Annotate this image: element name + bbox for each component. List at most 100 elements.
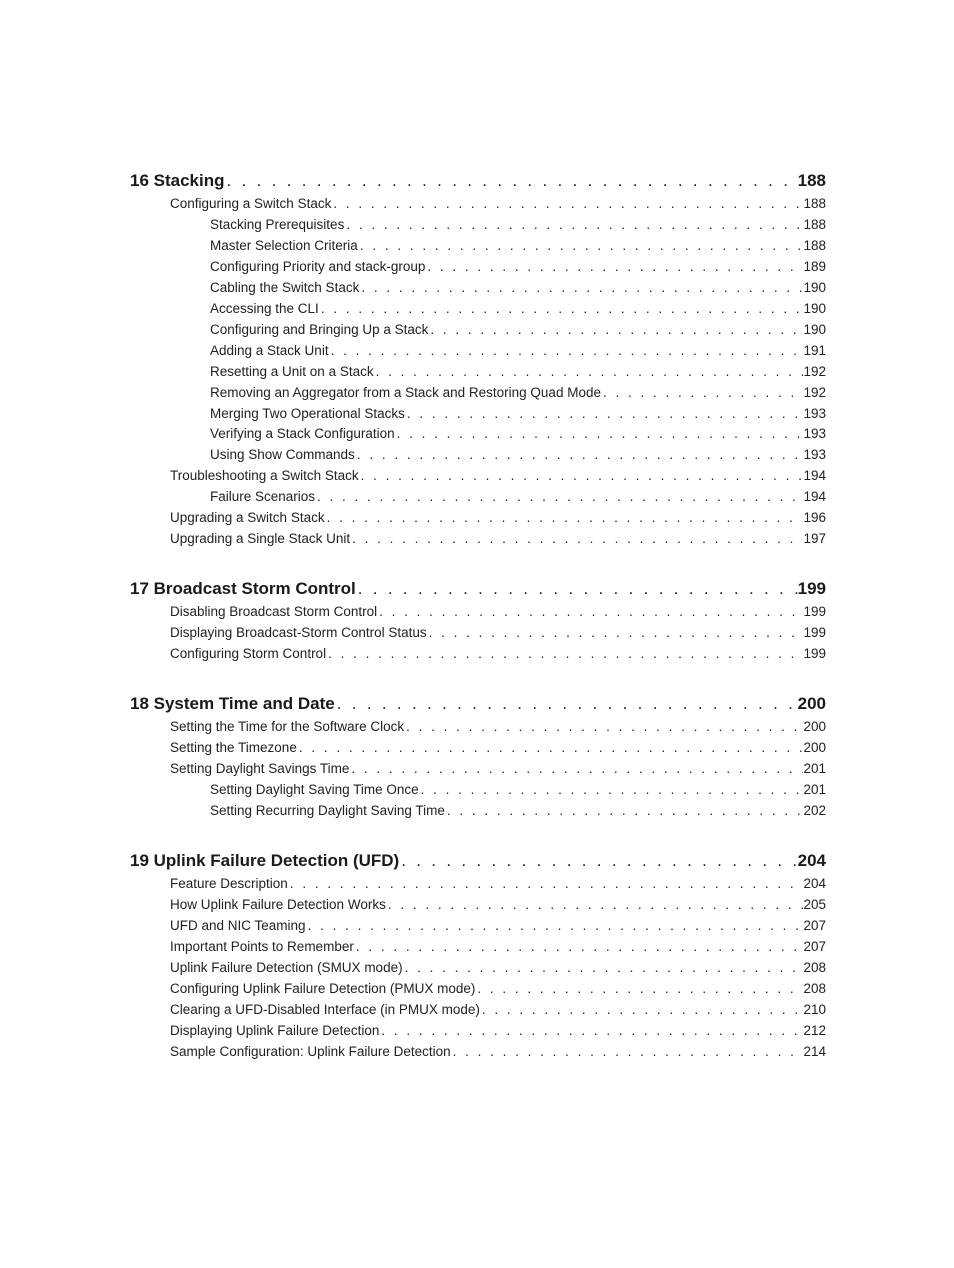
toc-entry-row[interactable]: Clearing a UFD-Disabled Interface (in PM… [130,1000,826,1021]
toc-leader-dots: . . . . . . . . . . . . . . . . . . . . … [319,299,804,320]
toc-title: Merging Two Operational Stacks [210,404,405,425]
toc-title: Stacking Prerequisites [210,215,344,236]
toc-entry-row[interactable]: Cabling the Switch Stack. . . . . . . . … [130,278,826,299]
toc-leader-dots: . . . . . . . . . . . . . . . . . . . . … [451,1042,804,1063]
toc-title: 17 Broadcast Storm Control [130,576,356,602]
toc-chapter-row[interactable]: 17 Broadcast Storm Control. . . . . . . … [130,576,826,602]
toc-title: 16 Stacking [130,168,225,194]
toc-chapter-row[interactable]: 19 Uplink Failure Detection (UFD). . . .… [130,848,826,874]
toc-entry-row[interactable]: Configuring Priority and stack-group. . … [130,257,826,278]
toc-entry-row[interactable]: How Uplink Failure Detection Works. . . … [130,895,826,916]
toc-page: 16 Stacking . . . . . . . . . . . . . . .… [0,0,954,1268]
toc-title: Upgrading a Single Stack Unit [170,529,350,550]
toc-leader-dots: . . . . . . . . . . . . . . . . . . . . … [331,194,803,215]
toc-page-number: 199 [803,623,826,644]
toc-leader-dots: . . . . . . . . . . . . . . . . . . . . … [379,1021,803,1042]
toc-title: Configuring Priority and stack-group [210,257,425,278]
toc-leader-dots: . . . . . . . . . . . . . . . . . . . . … [356,576,798,602]
toc-page-number: 188 [803,236,826,257]
toc-page-number: 193 [803,404,826,425]
toc-leader-dots: . . . . . . . . . . . . . . . . . . . . … [315,487,803,508]
toc-title: Master Selection Criteria [210,236,358,257]
toc-entry-row[interactable]: Configuring Storm Control. . . . . . . .… [130,644,826,665]
toc-title: Configuring Uplink Failure Detection (PM… [170,979,475,1000]
toc-entry-row[interactable]: Setting the Time for the Software Clock.… [130,717,826,738]
toc-entry-row[interactable]: Master Selection Criteria. . . . . . . .… [130,236,826,257]
toc-entry-row[interactable]: UFD and NIC Teaming. . . . . . . . . . .… [130,916,826,937]
toc-leader-dots: . . . . . . . . . . . . . . . . . . . . … [480,1000,804,1021]
toc-entry-row[interactable]: Sample Configuration: Uplink Failure Det… [130,1042,826,1063]
toc-page-number: 199 [803,602,826,623]
toc-title: Troubleshooting a Switch Stack [170,466,359,487]
toc-page-number: 188 [803,194,826,215]
toc-page-number: 193 [803,424,826,445]
toc-title: 19 Uplink Failure Detection (UFD) [130,848,399,874]
toc-leader-dots: . . . . . . . . . . . . . . . . . . . . … [445,801,804,822]
toc-title: Removing an Aggregator from a Stack and … [210,383,601,404]
toc-page-number: 190 [803,278,826,299]
toc-entry-row[interactable]: Important Points to Remember. . . . . . … [130,937,826,958]
toc-entry-row[interactable]: Displaying Uplink Failure Detection. . .… [130,1021,826,1042]
toc-title: Sample Configuration: Uplink Failure Det… [170,1042,451,1063]
toc-entry-row[interactable]: Failure Scenarios. . . . . . . . . . . .… [130,487,826,508]
toc-title: Setting the Timezone [170,738,297,759]
toc-page-number: 205 [803,895,826,916]
toc-entry-row[interactable]: Stacking Prerequisites. . . . . . . . . … [130,215,826,236]
toc-page-number: 196 [803,508,826,529]
toc-entry-row[interactable]: Configuring and Bringing Up a Stack. . .… [130,320,826,341]
toc-page-number: 192 [803,383,826,404]
toc-title: Configuring Storm Control [170,644,326,665]
toc-page-number: 207 [803,937,826,958]
toc-leader-dots: . . . . . . . . . . . . . . . . . . . . … [425,257,803,278]
toc-leader-dots: . . . . . . . . . . . . . . . . . . . . … [419,780,804,801]
toc-entry-row[interactable]: Setting Daylight Savings Time. . . . . .… [130,759,826,780]
toc-chapter-row[interactable]: 16 Stacking. . . . . . . . . . . . . . .… [130,168,826,194]
toc-leader-dots: . . . . . . . . . . . . . . . . . . . . … [405,404,804,425]
toc-entry-row[interactable]: Troubleshooting a Switch Stack. . . . . … [130,466,826,487]
toc-entry-row[interactable]: Upgrading a Switch Stack. . . . . . . . … [130,508,826,529]
toc-entry-row[interactable]: Feature Description. . . . . . . . . . .… [130,874,826,895]
toc-section: 18 System Time and Date. . . . . . . . .… [130,691,826,822]
toc-leader-dots: . . . . . . . . . . . . . . . . . . . . … [404,717,803,738]
toc-leader-dots: . . . . . . . . . . . . . . . . . . . . … [326,644,803,665]
toc-chapter-row[interactable]: 18 System Time and Date. . . . . . . . .… [130,691,826,717]
toc-page-number: 189 [803,257,826,278]
toc-entry-row[interactable]: Disabling Broadcast Storm Control. . . .… [130,602,826,623]
toc-entry-row[interactable]: Removing an Aggregator from a Stack and … [130,383,826,404]
toc-title: Displaying Broadcast-Storm Control Statu… [170,623,427,644]
toc-entry-row[interactable]: Setting Daylight Saving Time Once. . . .… [130,780,826,801]
toc-entry-row[interactable]: Setting the Timezone. . . . . . . . . . … [130,738,826,759]
toc-entry-row[interactable]: Upgrading a Single Stack Unit. . . . . .… [130,529,826,550]
toc-entry-row[interactable]: Adding a Stack Unit. . . . . . . . . . .… [130,341,826,362]
toc-entry-row[interactable]: Configuring Uplink Failure Detection (PM… [130,979,826,1000]
toc-title: Setting Daylight Savings Time [170,759,349,780]
toc-leader-dots: . . . . . . . . . . . . . . . . . . . . … [386,895,804,916]
toc-entry-row[interactable]: Accessing the CLI. . . . . . . . . . . .… [130,299,826,320]
toc-page-number: 208 [803,958,826,979]
toc-entry-row[interactable]: Uplink Failure Detection (SMUX mode). . … [130,958,826,979]
toc-entry-row[interactable]: Resetting a Unit on a Stack. . . . . . .… [130,362,826,383]
toc-page-number: 214 [803,1042,826,1063]
toc-title: Configuring a Switch Stack [170,194,331,215]
toc-entry-row[interactable]: Displaying Broadcast-Storm Control Statu… [130,623,826,644]
toc-page-number: 190 [803,320,826,341]
toc-entry-row[interactable]: Configuring a Switch Stack. . . . . . . … [130,194,826,215]
toc-leader-dots: . . . . . . . . . . . . . . . . . . . . … [399,848,797,874]
toc-title: Important Points to Remember [170,937,354,958]
toc-page-number: 200 [803,717,826,738]
toc-page-number: 199 [803,644,826,665]
toc-page-number: 204 [803,874,826,895]
toc-entry-row[interactable]: Merging Two Operational Stacks. . . . . … [130,404,826,425]
toc-leader-dots: . . . . . . . . . . . . . . . . . . . . … [349,759,803,780]
toc-title: Setting Daylight Saving Time Once [210,780,419,801]
toc-page-number: 193 [803,445,826,466]
toc-title: Disabling Broadcast Storm Control [170,602,377,623]
toc-entry-row[interactable]: Using Show Commands. . . . . . . . . . .… [130,445,826,466]
toc-title: Clearing a UFD-Disabled Interface (in PM… [170,1000,480,1021]
toc-page-number: 207 [803,916,826,937]
toc-entry-row[interactable]: Verifying a Stack Configuration. . . . .… [130,424,826,445]
toc-leader-dots: . . . . . . . . . . . . . . . . . . . . … [288,874,804,895]
toc-page-number: 197 [803,529,826,550]
toc-leader-dots: . . . . . . . . . . . . . . . . . . . . … [395,424,804,445]
toc-entry-row[interactable]: Setting Recurring Daylight Saving Time. … [130,801,826,822]
